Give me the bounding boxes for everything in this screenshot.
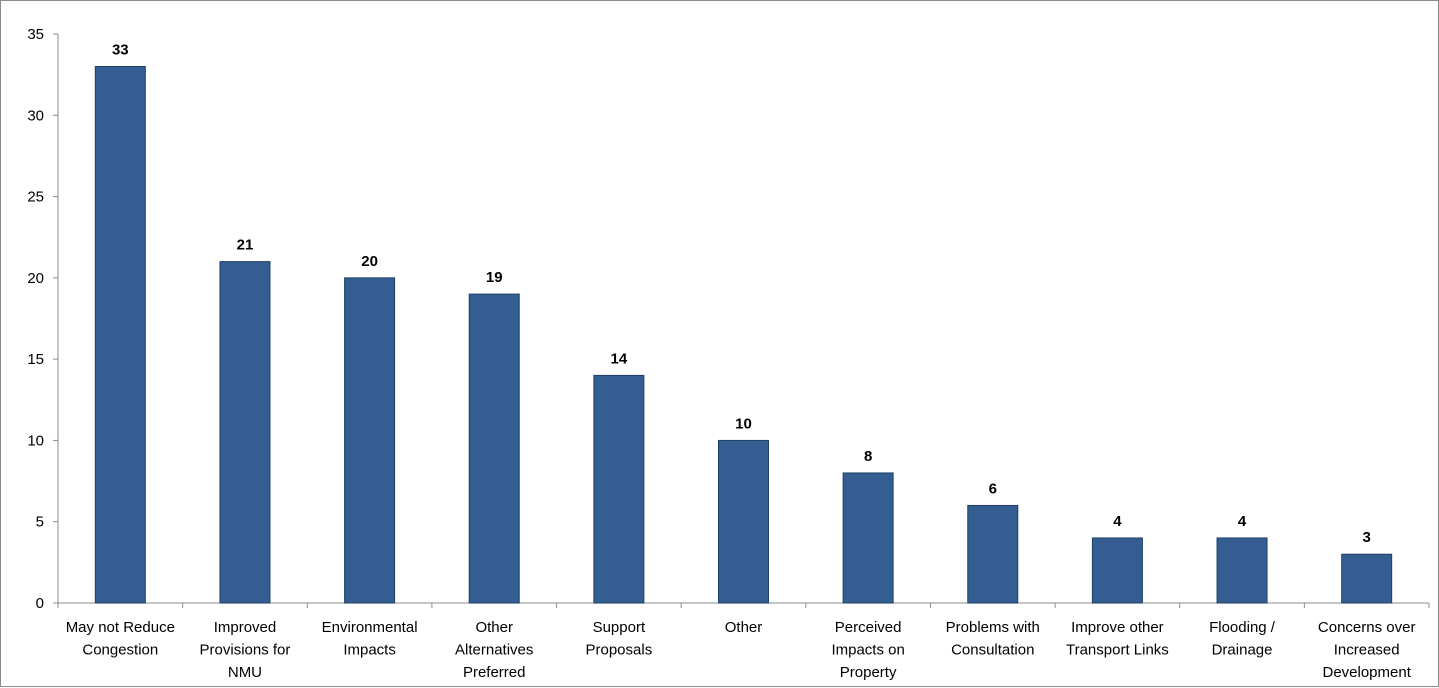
data-label: 20 [361, 253, 378, 270]
x-category-label: Transport Links [1066, 642, 1169, 659]
bar [468, 293, 520, 604]
x-category-label: Property [840, 664, 897, 681]
data-label: 10 [735, 415, 752, 432]
bar [219, 261, 271, 604]
x-category-label: Congestion [82, 642, 158, 659]
bar [94, 66, 146, 604]
bar [1341, 553, 1393, 604]
bar [1216, 537, 1268, 604]
y-tick-label: 20 [27, 270, 44, 287]
x-category-label: Other [475, 619, 513, 636]
y-tick-label: 35 [27, 26, 44, 43]
y-tick-label: 15 [27, 351, 44, 368]
x-category-label: Other [725, 619, 763, 636]
y-tick-label: 30 [27, 107, 44, 124]
bar [593, 374, 645, 604]
x-category-label: NMU [228, 664, 262, 681]
y-tick-label: 5 [36, 514, 44, 531]
x-category-label: Perceived [835, 619, 902, 636]
x-category-label: Improve other [1071, 619, 1164, 636]
bar [718, 439, 769, 604]
x-category-label: Increased [1334, 642, 1400, 659]
bar [344, 277, 396, 604]
x-category-label: Preferred [463, 664, 526, 681]
x-category-label: Support [593, 619, 646, 636]
x-category-label: May not Reduce [66, 619, 175, 636]
bar [842, 472, 894, 604]
data-label: 6 [989, 480, 997, 497]
data-label: 21 [237, 237, 254, 254]
bar [967, 504, 1019, 604]
x-category-label: Flooding / [1209, 619, 1276, 636]
x-category-label: Development [1322, 664, 1411, 681]
data-label: 4 [1113, 513, 1122, 530]
data-label: 4 [1238, 513, 1247, 530]
y-tick-label: 25 [27, 189, 44, 206]
y-tick-label: 10 [27, 432, 44, 449]
x-category-label: Impacts [343, 642, 396, 659]
x-category-label: Proposals [586, 642, 653, 659]
x-category-label: Impacts on [831, 642, 904, 659]
x-category-label: Improved [214, 619, 277, 636]
x-category-label: Concerns over [1318, 619, 1416, 636]
data-label: 33 [112, 42, 129, 59]
data-label: 19 [486, 269, 503, 286]
bar [1091, 537, 1143, 604]
x-category-label: Drainage [1212, 642, 1273, 659]
x-category-label: Alternatives [455, 642, 533, 659]
x-category-label: Problems with [946, 619, 1040, 636]
x-category-label: Consultation [951, 642, 1034, 659]
data-label: 8 [864, 448, 872, 465]
x-category-label: Provisions for [200, 642, 291, 659]
x-category-label: Environmental [322, 619, 418, 636]
y-tick-label: 0 [36, 595, 44, 612]
data-label: 14 [611, 350, 628, 367]
data-label: 3 [1363, 529, 1371, 546]
